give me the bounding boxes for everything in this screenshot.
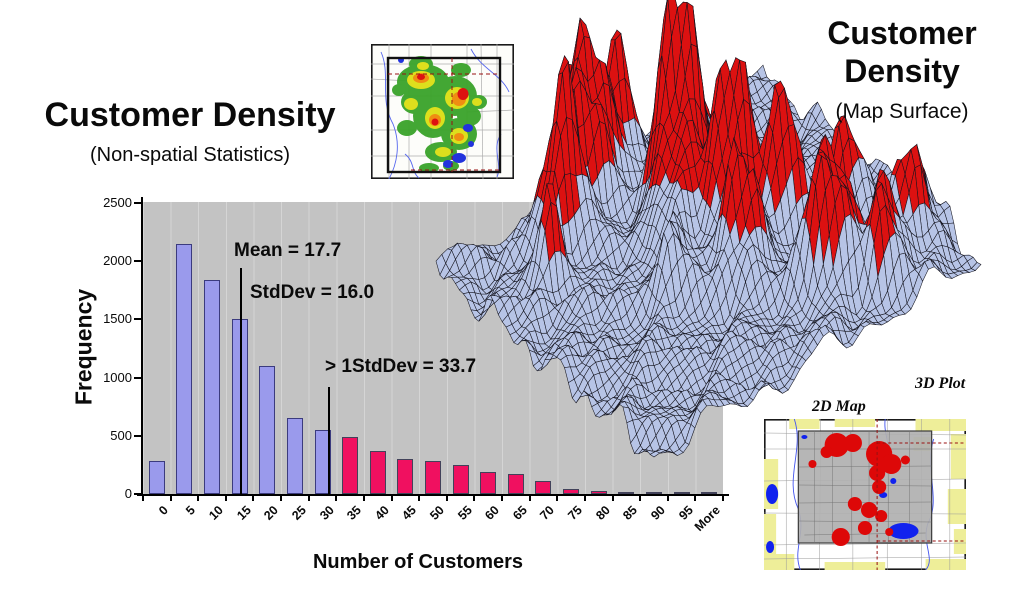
- x-tick-label: 60: [482, 503, 503, 523]
- x-tick-label: 35: [344, 503, 365, 523]
- y-axis-title: Frequency: [70, 288, 97, 406]
- x-tick-label: 30: [316, 503, 337, 523]
- x-tick: [280, 496, 283, 501]
- bar-55: [452, 464, 469, 494]
- bar-50: [425, 461, 441, 494]
- x-tick: [666, 496, 669, 501]
- stddev-annotation: StdDev = 16.0: [250, 282, 375, 303]
- x-tick: [362, 496, 365, 501]
- x-tick: [639, 496, 642, 501]
- mean-line: [239, 268, 242, 494]
- left-title: Customer Density: [44, 96, 336, 134]
- x-tick: [252, 496, 255, 501]
- x-tick-label: 25: [289, 503, 309, 523]
- x-tick: [142, 496, 144, 501]
- x-axis-title: Number of Customers: [312, 551, 524, 573]
- right-subtitle: (Map Surface): [835, 100, 969, 123]
- x-tick: [611, 496, 614, 501]
- x-tick: [473, 496, 476, 501]
- right-title-line1: Customer: [827, 15, 977, 51]
- y-tick: [134, 260, 141, 263]
- x-tick: [197, 496, 200, 501]
- bar-10: [204, 279, 221, 494]
- bar-20: [259, 365, 276, 494]
- x-tick-label: 65: [510, 503, 530, 523]
- x-tick-label: 90: [648, 503, 668, 523]
- left-heading: Customer Density (Non-spatial Statistics…: [8, 96, 372, 167]
- bar-70: [535, 481, 552, 494]
- bar-45: [397, 459, 414, 494]
- right-heading: Customer Density (Map Surface): [793, 14, 1011, 124]
- x-tick-label: 0: [155, 503, 171, 518]
- surface-plot-label: 3D Plot: [915, 375, 966, 392]
- plot-area: [143, 202, 723, 494]
- y-tick-label: 2000: [103, 253, 132, 269]
- x-tick: [556, 496, 559, 501]
- y-tick: [134, 434, 141, 437]
- 2d-map-inset: [764, 419, 966, 570]
- x-tick: [335, 496, 338, 501]
- bar-5: [176, 243, 193, 494]
- x-tick: [722, 496, 724, 501]
- threshold-line: [328, 387, 331, 494]
- x-tick-label: 15: [233, 503, 254, 523]
- y-tick: [134, 202, 141, 204]
- x-tick: [528, 496, 531, 501]
- x-tick-label: 10: [206, 503, 226, 523]
- density-heatmap-inset: [371, 44, 514, 179]
- bar-65: [507, 474, 524, 494]
- left-subtitle: (Non-spatial Statistics): [89, 144, 291, 166]
- bar-35: [342, 436, 359, 494]
- x-tick-label: 55: [454, 503, 475, 523]
- right-title-line2: Density: [844, 53, 960, 89]
- bar-60: [480, 471, 497, 494]
- bar-40: [369, 450, 386, 494]
- mean-annotation: Mean = 17.7: [234, 240, 342, 261]
- x-tick-label: 50: [427, 503, 447, 523]
- x-tick-label: More: [692, 503, 724, 535]
- x-tick-label: 5: [183, 503, 199, 518]
- map-2d-label: 2D Map: [812, 398, 866, 415]
- x-tick: [307, 496, 310, 501]
- x-tick: [224, 496, 227, 501]
- x-tick: [169, 496, 172, 501]
- bar-0: [148, 461, 165, 494]
- y-tick-label: 0: [124, 486, 132, 501]
- x-tick-label: 40: [371, 503, 392, 523]
- bar-25: [286, 418, 303, 494]
- x-tick: [694, 496, 697, 501]
- y-tick: [134, 318, 141, 321]
- x-tick: [390, 496, 393, 501]
- x-tick: [445, 496, 448, 501]
- x-tick-label: 85: [620, 503, 641, 523]
- y-tick: [134, 493, 141, 495]
- x-tick-label: 70: [537, 503, 558, 523]
- x-tick-label: 45: [399, 503, 420, 523]
- x-tick: [501, 496, 504, 501]
- y-tick-label: 2500: [103, 195, 132, 210]
- x-tick: [418, 496, 421, 501]
- x-tick-label: 20: [261, 503, 282, 523]
- x-tick-label: 80: [592, 503, 613, 523]
- y-tick: [134, 376, 141, 379]
- y-tick-label: 500: [110, 427, 132, 443]
- y-axis: [141, 197, 143, 496]
- x-tick-label: 95: [675, 503, 696, 523]
- threshold-annotation: > 1StdDev = 33.7: [325, 356, 477, 377]
- x-tick: [583, 496, 586, 501]
- x-tick-label: 75: [565, 503, 585, 523]
